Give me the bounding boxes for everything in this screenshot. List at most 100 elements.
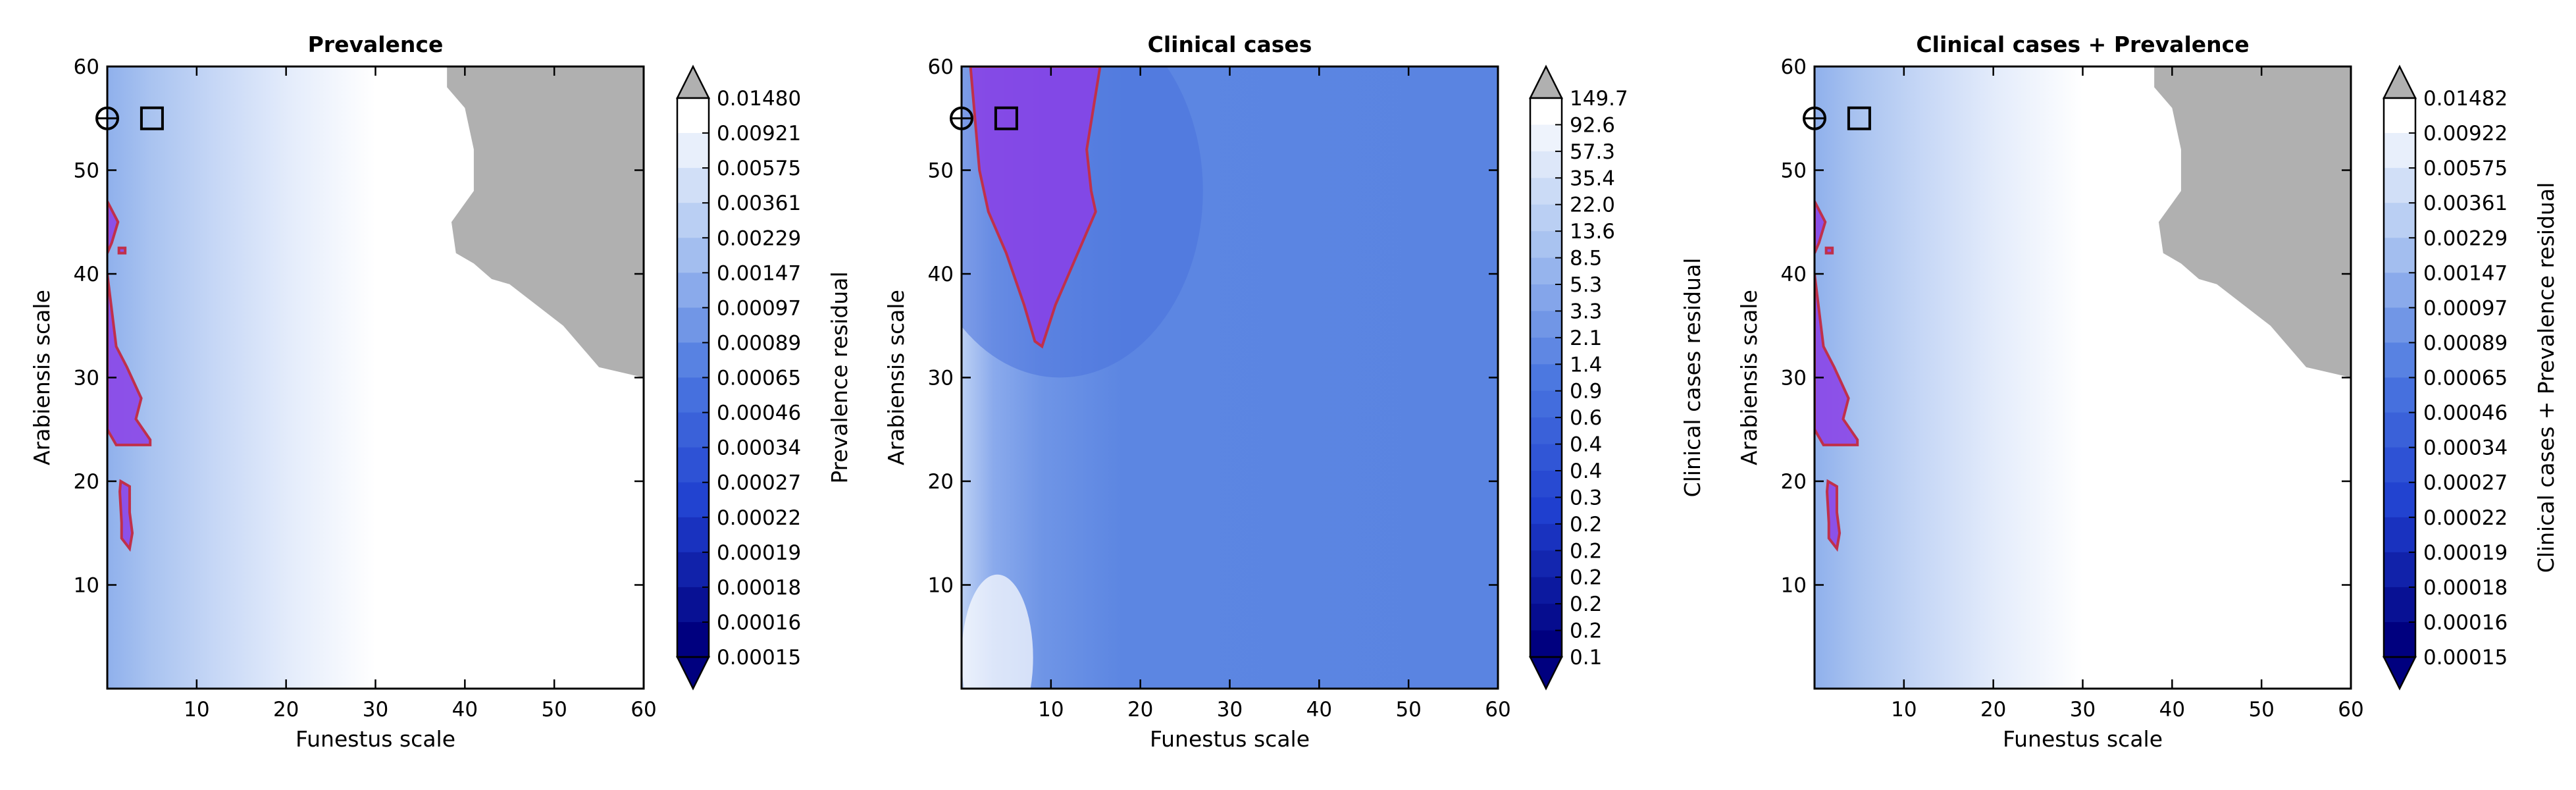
colorbar-tick-label: 0.00034	[2423, 436, 2508, 460]
x-axis-label: Funestus scale	[296, 726, 455, 752]
colorbar-segment	[2384, 517, 2415, 553]
x-tick-label: 50	[1395, 698, 1421, 722]
field-band	[962, 574, 1033, 689]
colorbar-tick-label: 0.00065	[2423, 367, 2508, 390]
colorbar-segment	[2384, 238, 2415, 273]
colorbar-tick-label: 0.00027	[717, 471, 801, 495]
x-tick-label: 10	[184, 698, 209, 722]
colorbar-tick-label: 0.2	[1570, 566, 1602, 590]
colorbar-tick-label: 0.00922	[2423, 122, 2508, 145]
nan-region	[2154, 66, 2351, 378]
overlay-region	[107, 200, 120, 254]
y-axis-label: Arabiensis scale	[29, 290, 55, 465]
colorbar-tick-label: 0.00921	[717, 122, 801, 145]
panel-prevalence: 10 20 30 40 50 60 10 20 30 40 50 60 Prevalence Funest…	[29, 32, 852, 752]
colorbar-segment	[1530, 550, 1562, 578]
y-tick-label: 20	[1781, 470, 1807, 494]
colorbar-segment	[1530, 577, 1562, 604]
contour-field	[1815, 66, 2351, 689]
y-tick-label: 10	[928, 574, 954, 598]
colorbar-tick-label: 0.2	[1570, 539, 1602, 563]
overlay-region	[1826, 479, 1842, 552]
colorbar-tick-label: 2.1	[1570, 327, 1602, 350]
overlay-region	[107, 273, 152, 446]
x-tick-label: 40	[2159, 698, 2185, 722]
contour-field	[107, 66, 644, 689]
y-tick-label: 20	[928, 470, 954, 494]
colorbar-tick-label: 0.00022	[2423, 506, 2508, 530]
marker-square	[140, 106, 164, 130]
x-tick-label: 30	[1217, 698, 1243, 722]
colorbar-tick-label: 0.00229	[717, 226, 801, 250]
y-tick-label: 30	[74, 367, 99, 390]
colorbar-segment	[2384, 587, 2415, 623]
colorbar-segment	[677, 238, 709, 273]
y-axis-label: Arabiensis scale	[1736, 290, 1762, 465]
colorbar-tick-label: 0.00147	[2423, 261, 2508, 285]
colorbar-tick-label: 1.4	[1570, 353, 1602, 377]
colorbar-segment	[677, 168, 709, 203]
colorbar-segment	[2384, 307, 2415, 343]
y-tick-label: 40	[928, 263, 954, 286]
marker-square	[994, 106, 1018, 130]
colorbar-tick-label: 0.00097	[2423, 296, 2508, 320]
colorbar-segment	[2384, 447, 2415, 483]
colorbar-tick-label: 8.5	[1570, 247, 1602, 271]
x-tick-label: 20	[1127, 698, 1153, 722]
colorbar-segment	[1530, 417, 1562, 445]
colorbar-tick-label: 0.00147	[717, 261, 801, 285]
colorbar-tick-label: 0.00361	[717, 192, 801, 215]
colorbar-segment	[1530, 523, 1562, 551]
colorbar-tick-label: 0.00361	[2423, 192, 2508, 215]
colorbar-extend-top	[675, 65, 711, 99]
colorbar-tick-label: 3.3	[1570, 300, 1602, 323]
colorbar-segment	[677, 587, 709, 623]
marker-square	[1847, 106, 1871, 130]
x-tick-label: 30	[363, 698, 388, 722]
colorbar-segment	[1530, 284, 1562, 311]
colorbar-tick-label: 0.00018	[717, 576, 801, 600]
colorbar-tick-label: 35.4	[1570, 167, 1615, 190]
x-tick-label: 40	[452, 698, 478, 722]
x-axis-label: Funestus scale	[1150, 726, 1310, 752]
colorbar-tick-label: 0.00019	[717, 541, 801, 565]
colorbar-tick-label: 0.00015	[717, 646, 801, 670]
colorbar-tick-label: 0.00022	[717, 506, 801, 530]
colorbar: 0.01482 0.00922 0.00575 0.00361 0.00229 0.001…	[2382, 65, 2559, 691]
x-tick-label: 40	[1306, 698, 1332, 722]
colorbar-tick-label: 0.00065	[717, 367, 801, 390]
chart-title: Clinical cases	[1148, 32, 1312, 57]
colorbar-segment	[2384, 98, 2415, 134]
colorbar-segment	[677, 98, 709, 134]
colorbar-segment	[677, 377, 709, 413]
overlay-region	[118, 479, 134, 552]
colorbar-segment	[1530, 444, 1562, 471]
colorbar-tick-label: 0.2	[1570, 592, 1602, 616]
colorbar-tick-label: 0.00097	[717, 296, 801, 320]
colorbar-frame	[1529, 97, 1563, 658]
colorbar-segment	[1530, 231, 1562, 259]
colorbar-segment	[2384, 552, 2415, 588]
colorbar-tick-label: 13.6	[1570, 220, 1615, 244]
colorbar: 149.792.6 57.3 35.4 22.0 13.6 8.55.3 3.3 2.1 1.4…	[1528, 65, 1705, 691]
colorbar-tick-label: 0.00016	[2423, 611, 2508, 635]
y-tick-label: 10	[1781, 574, 1807, 598]
colorbar-segment	[2384, 273, 2415, 308]
colorbar-tick-label: 0.00016	[717, 611, 801, 635]
colorbar-segment	[677, 307, 709, 343]
colorbar-tick-label: 0.00018	[2423, 576, 2508, 600]
overlay-region	[1815, 200, 1827, 254]
colorbar-tick-label: 0.9	[1570, 380, 1602, 404]
colorbar-segment	[2384, 133, 2415, 169]
colorbar-segment	[1530, 497, 1562, 525]
overlay-region	[1815, 273, 1859, 446]
colorbar-segment	[1530, 204, 1562, 232]
colorbar-segment	[677, 517, 709, 553]
colorbar-segment	[2384, 342, 2415, 378]
colorbar-tick-label: 0.00015	[2423, 646, 2508, 670]
y-axis-label: Arabiensis scale	[883, 290, 909, 465]
colorbar-segment	[2384, 168, 2415, 203]
colorbar-segment	[2384, 377, 2415, 413]
chart-title: Prevalence	[308, 32, 444, 57]
y-tick-label: 50	[74, 159, 99, 183]
